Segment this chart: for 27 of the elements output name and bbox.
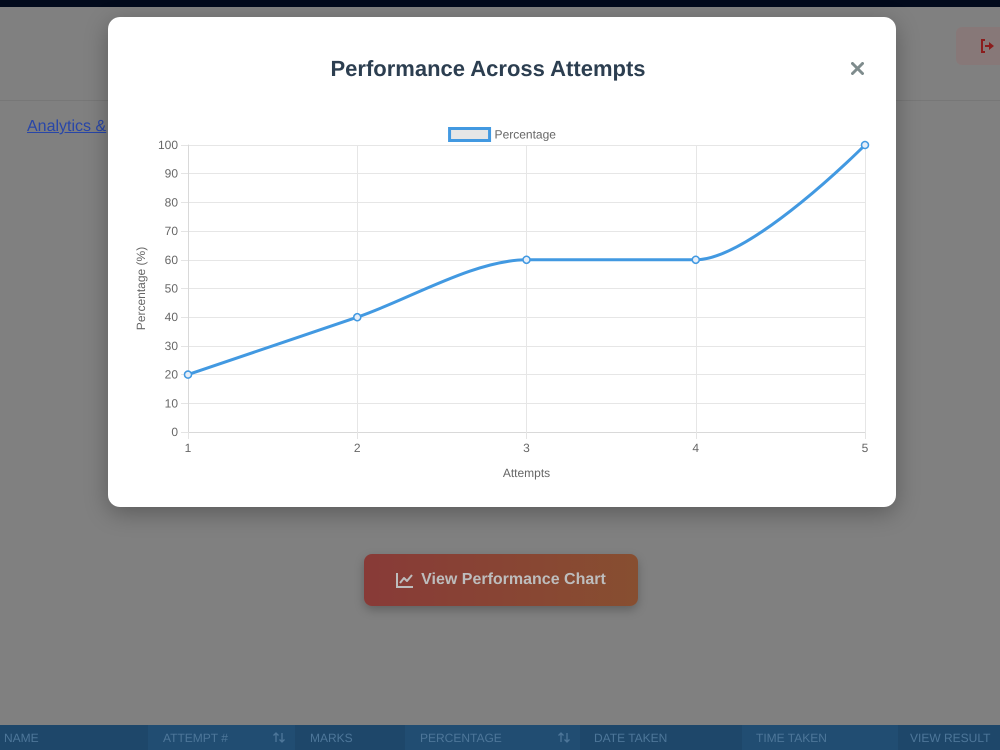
y-tick-label: 60	[164, 252, 178, 267]
chart-button: View Performance Chart	[364, 554, 638, 606]
y-tick-label: 30	[164, 338, 178, 353]
y-tick-label: 80	[164, 195, 178, 210]
x-tick-label: 3	[523, 441, 530, 455]
legend-label: Percentage	[494, 128, 556, 142]
x-tick-label: 5	[862, 441, 869, 455]
x-axis-title: Attempts	[502, 466, 550, 480]
point	[353, 312, 362, 322]
y-tick-label: 50	[164, 282, 178, 296]
point	[184, 370, 192, 379]
y-tick-label: 70	[164, 224, 178, 238]
y-tick-label: 40	[164, 310, 178, 324]
x-tick-label: 2	[354, 441, 361, 455]
point	[692, 256, 700, 264]
text: Analytics &	[27, 118, 106, 136]
x-tick-label: 1	[184, 441, 192, 455]
point	[522, 256, 531, 264]
y-axis-title: Percentage (%)	[134, 246, 148, 330]
y-tick-label: 10	[164, 396, 178, 410]
y-tick-label: 100	[158, 138, 178, 152]
y-tick-label: 0	[171, 425, 178, 439]
y-tick-label: 20	[164, 368, 178, 382]
chart-title: Performance Across Attempts	[329, 56, 647, 82]
x-tick-label: 4	[692, 441, 700, 455]
y-tick-label: 90	[164, 166, 178, 181]
point	[860, 140, 870, 150]
